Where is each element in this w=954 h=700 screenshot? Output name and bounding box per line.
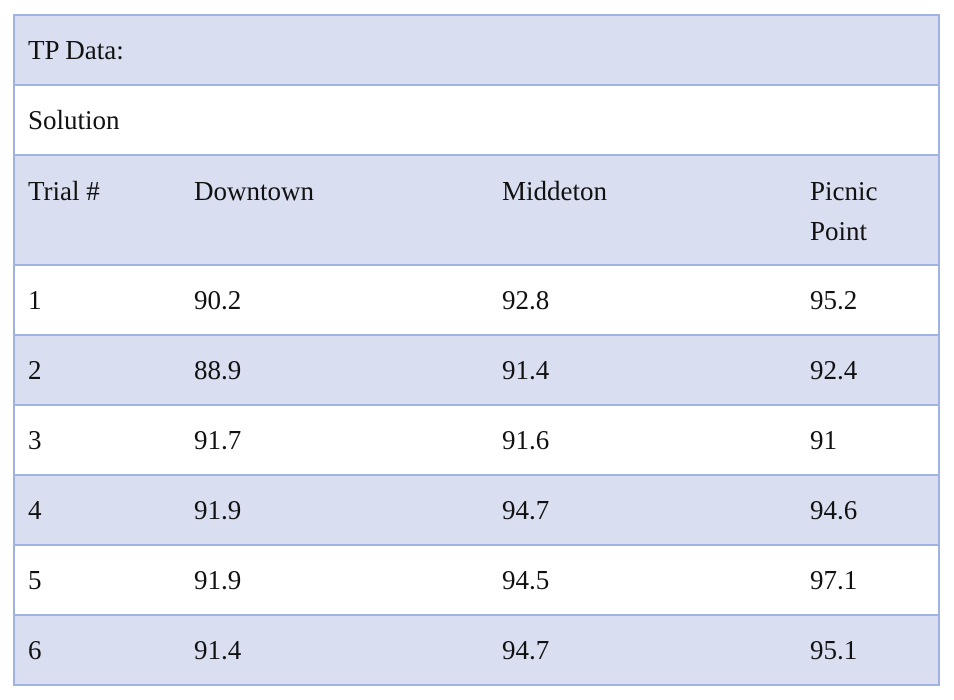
cell-downtown: 91.9 — [181, 474, 489, 546]
cell-middeton: 91.4 — [489, 334, 797, 406]
cell-picnic-point: 94.6 — [797, 474, 941, 546]
table-row: 3 91.7 91.6 91 — [13, 404, 941, 476]
cell-trial: 2 — [13, 334, 181, 406]
cell-downtown: 91.9 — [181, 544, 489, 616]
cell-trial: 1 — [13, 264, 181, 336]
cell-middeton: 92.8 — [489, 264, 797, 336]
table-title-row: TP Data: — [12, 14, 941, 86]
cell-trial: 3 — [13, 404, 181, 476]
table-row: 1 90.2 92.8 95.2 — [13, 264, 941, 336]
header-cell-downtown: Downtown — [181, 154, 489, 266]
header-cell-trial: Trial # — [13, 154, 181, 266]
cell-downtown: 88.9 — [181, 334, 489, 406]
cell-trial: 5 — [13, 544, 181, 616]
cell-trial: 6 — [13, 614, 181, 686]
header-row: Trial # Downtown Middeton Picnic Point — [13, 154, 941, 266]
cell-middeton: 91.6 — [489, 404, 797, 476]
table-row: 5 91.9 94.5 97.1 — [13, 544, 941, 616]
cell-downtown: 91.7 — [181, 404, 489, 476]
table-row: 2 88.9 91.4 92.4 — [13, 334, 941, 406]
cell-downtown: 90.2 — [181, 264, 489, 336]
header-cell-picnic-point: Picnic Point — [797, 154, 941, 266]
table-subtitle-row: Solution — [12, 84, 941, 156]
tp-data-table: TP Data: Solution Trial # Downtown Midde… — [12, 14, 941, 686]
cell-middeton: 94.7 — [489, 474, 797, 546]
cell-picnic-point: 92.4 — [797, 334, 941, 406]
cell-picnic-point: 91 — [797, 404, 941, 476]
table-subtitle: Solution — [12, 84, 941, 156]
table-row: 4 91.9 94.7 94.6 — [13, 474, 941, 546]
header-cell-middeton: Middeton — [489, 154, 797, 266]
cell-middeton: 94.7 — [489, 614, 797, 686]
cell-middeton: 94.5 — [489, 544, 797, 616]
cell-picnic-point: 95.1 — [797, 614, 941, 686]
table-title: TP Data: — [12, 14, 941, 86]
cell-picnic-point: 97.1 — [797, 544, 941, 616]
table-row: 6 91.4 94.7 95.1 — [13, 614, 941, 686]
cell-downtown: 91.4 — [181, 614, 489, 686]
cell-picnic-point: 95.2 — [797, 264, 941, 336]
cell-trial: 4 — [13, 474, 181, 546]
